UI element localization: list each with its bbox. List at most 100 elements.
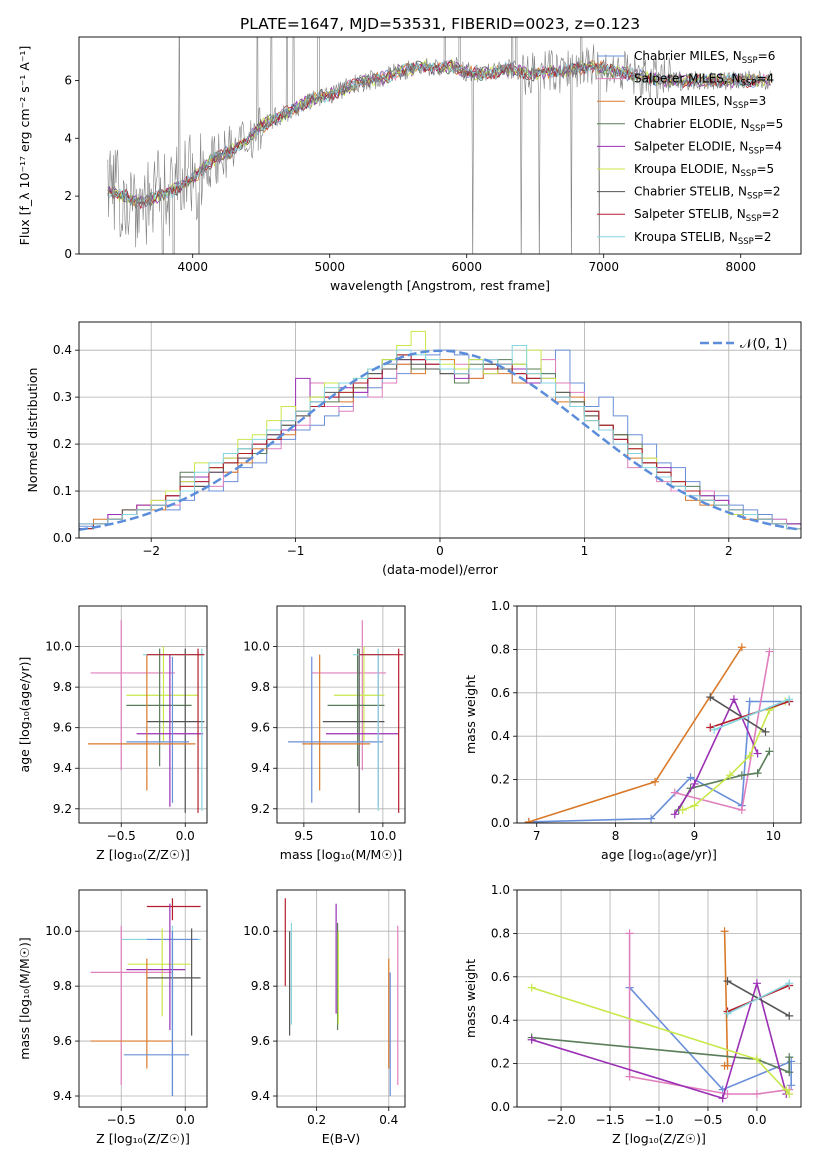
weight-point-marker bbox=[678, 805, 687, 814]
axes-frame bbox=[78, 889, 208, 1108]
weight-point-marker bbox=[720, 927, 729, 936]
weight-point-marker bbox=[690, 779, 699, 788]
y-tick-label: 9.8 bbox=[53, 979, 72, 993]
y-tick-label: 0 bbox=[64, 247, 72, 261]
x-axis-label: Z [log₁₀(Z/Z☉)] bbox=[612, 1131, 706, 1146]
x-tick-label: 5000 bbox=[314, 260, 345, 274]
x-tick-label: −2 bbox=[142, 544, 160, 558]
plot-area bbox=[90, 898, 201, 1097]
weight-series-line bbox=[723, 931, 729, 1067]
weight-point-marker bbox=[670, 788, 679, 797]
x-tick-label: 0.2 bbox=[307, 1113, 326, 1127]
weight-point-marker bbox=[761, 727, 770, 736]
plot-area bbox=[87, 620, 205, 813]
x-tick-label: 8000 bbox=[725, 260, 756, 274]
weight-point-marker bbox=[670, 810, 679, 819]
chart-residuals: −2 −1 0 1 2 0.0 0.1 0.2 0.3 0.4 (data-model)/error… bbox=[25, 321, 802, 577]
y-tick-label: 2 bbox=[64, 189, 72, 203]
y-tick-label: 1.0 bbox=[491, 883, 510, 897]
weight-point-marker bbox=[752, 979, 761, 988]
x-axis-label: Z [log₁₀(Z/Z☉)] bbox=[96, 1131, 190, 1146]
y-tick-label: 0.8 bbox=[491, 642, 510, 656]
y-axis-label: mass weight bbox=[463, 959, 478, 1038]
weight-point-marker bbox=[753, 749, 762, 758]
y-axis-label: Normed distribution bbox=[25, 368, 40, 493]
x-axis-label: E(B-V) bbox=[322, 1131, 361, 1146]
y-tick-label: 9.6 bbox=[251, 721, 270, 735]
legend-entry: Chabrier ELODIE, NSSP=5 bbox=[634, 117, 783, 134]
legend-entry: Chabrier MILES, NSSP=6 bbox=[634, 49, 775, 66]
chart-mass-vs-ebv: 0.2 0.4 9.4 9.6 9.8 10.0 E(B-V) bbox=[243, 889, 406, 1146]
weight-point-marker bbox=[706, 723, 715, 732]
y-tick-label: 10.0 bbox=[243, 924, 270, 938]
legend-entry: Salpeter MILES, NSSP=4 bbox=[634, 72, 774, 89]
weight-point-marker bbox=[729, 695, 738, 704]
legend-entry: Chabrier STELIB, NSSP=2 bbox=[634, 185, 781, 202]
weight-point-marker bbox=[527, 983, 536, 992]
y-tick-label: 10.0 bbox=[45, 640, 72, 654]
histogram-series bbox=[79, 344, 801, 538]
normal-curve bbox=[79, 349, 801, 532]
legend-entry: Kroupa STELIB, NSSP=2 bbox=[634, 230, 772, 247]
x-tick-label: −2.0 bbox=[546, 1113, 575, 1127]
weight-series-line bbox=[682, 700, 786, 811]
legend-entry: Salpeter STELIB, NSSP=2 bbox=[634, 207, 779, 224]
axes-frame bbox=[276, 605, 406, 824]
weight-point-marker bbox=[785, 979, 794, 988]
legend-entry: 𝒩(0, 1) bbox=[740, 337, 787, 352]
y-tick-label: 9.2 bbox=[251, 802, 270, 816]
weight-point-marker bbox=[752, 1055, 761, 1064]
y-tick-label: 9.2 bbox=[53, 802, 72, 816]
weight-point-marker bbox=[718, 1094, 727, 1103]
y-tick-label: 0.4 bbox=[491, 1013, 510, 1027]
plot-area bbox=[79, 330, 801, 538]
axes-frame bbox=[516, 605, 802, 824]
weight-point-marker bbox=[723, 977, 732, 986]
y-tick-label: 0.2 bbox=[53, 437, 72, 451]
weight-point-marker bbox=[690, 801, 699, 810]
y-axis-label: mass [log₁₀(M/M☉)] bbox=[17, 937, 32, 1059]
weight-series-line bbox=[674, 697, 759, 815]
y-tick-label: 0.4 bbox=[53, 343, 72, 357]
y-tick-label: 10.0 bbox=[45, 924, 72, 938]
x-tick-label: 0.4 bbox=[379, 1113, 398, 1127]
y-tick-label: 9.8 bbox=[251, 979, 270, 993]
axes-frame bbox=[276, 889, 406, 1108]
x-tick-label: 1 bbox=[581, 544, 589, 558]
weight-point-marker bbox=[651, 777, 660, 786]
x-axis-label: wavelength [Angstrom, rest frame] bbox=[330, 278, 550, 293]
y-axis-label: mass weight bbox=[463, 675, 478, 754]
plot-area bbox=[288, 620, 404, 813]
page-title: PLATE=1647, MJD=53531, FIBERID=0023, z=0… bbox=[240, 15, 640, 33]
weight-point-marker bbox=[765, 647, 774, 656]
plot-area bbox=[284, 898, 399, 1097]
weight-point-marker bbox=[785, 1011, 794, 1020]
chart-mass-vs-Z: −0.5 0.0 9.4 9.6 9.8 10.0 Z [log₁₀(Z/Z☉)] mass … bbox=[17, 889, 208, 1146]
weight-point-marker bbox=[752, 1089, 761, 1098]
weight-series-line bbox=[709, 696, 766, 733]
weight-point-marker bbox=[625, 929, 634, 938]
legend-entry: Kroupa MILES, NSSP=3 bbox=[634, 94, 766, 111]
weight-series-line bbox=[674, 651, 771, 811]
y-tick-label: 6 bbox=[64, 73, 72, 87]
x-tick-label: 0 bbox=[436, 544, 444, 558]
x-tick-label: 10.0 bbox=[370, 829, 397, 843]
y-tick-label: 0.0 bbox=[53, 531, 72, 545]
weight-series-line bbox=[531, 1036, 791, 1074]
weight-point-marker bbox=[723, 1009, 732, 1018]
x-tick-label: −1.0 bbox=[644, 1113, 673, 1127]
y-tick-label: 0.2 bbox=[491, 1057, 510, 1071]
axes-frame bbox=[78, 605, 208, 824]
weight-series-line bbox=[528, 646, 743, 823]
y-tick-label: 10.0 bbox=[243, 640, 270, 654]
y-tick-label: 9.6 bbox=[251, 1034, 270, 1048]
chart-age-vs-mass: 9.5 10.0 9.2 9.4 9.6 9.8 10.0 mass [log₁₀(M/M☉)… bbox=[243, 605, 406, 862]
weight-point-marker bbox=[765, 747, 774, 756]
x-tick-label: 6000 bbox=[451, 260, 482, 274]
weight-point-marker bbox=[706, 693, 715, 702]
weight-point-marker bbox=[625, 1072, 634, 1081]
weight-point-marker bbox=[524, 817, 533, 823]
weight-point-marker bbox=[527, 1035, 536, 1044]
plot-area bbox=[527, 927, 796, 1103]
x-tick-label: 0.0 bbox=[176, 1113, 195, 1127]
